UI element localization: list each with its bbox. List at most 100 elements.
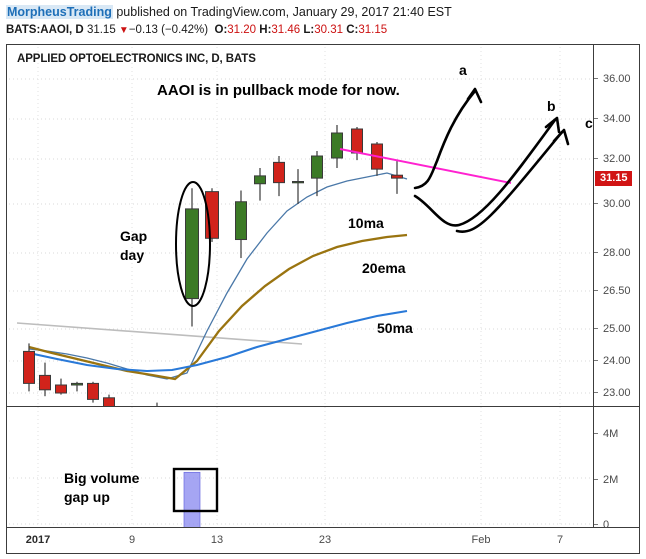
volume-pane[interactable]: Big volume gap up	[7, 407, 639, 527]
chart-frame[interactable]: APPLIED OPTOELECTRONICS INC, D, BATS AAO…	[6, 44, 640, 554]
candle-body	[391, 174, 403, 179]
annotation-ma20ema: 20ema	[362, 260, 406, 276]
candle	[71, 381, 83, 392]
volume-tick-label: 4M	[603, 428, 619, 440]
candle	[371, 142, 383, 176]
price-tick-label: 24.00	[603, 355, 631, 367]
arrowhead-a	[466, 87, 483, 104]
price-tick-label: 26.50	[603, 285, 631, 297]
arrow-a	[413, 89, 477, 190]
price-pane[interactable]: APPLIED OPTOELECTRONICS INC, D, BATS AAO…	[7, 45, 639, 406]
open-label: O:	[214, 24, 228, 36]
last-price: 31.15	[86, 24, 116, 36]
price-tick-label: 30.00	[603, 198, 631, 210]
candle-body	[185, 208, 199, 300]
time-tick-label: 2017	[25, 534, 51, 546]
low-label: L:	[303, 24, 315, 36]
ma-line-50ma	[28, 309, 408, 373]
gap-day-ellipse	[175, 181, 211, 307]
arrow-b	[413, 118, 557, 227]
price-tick-label: 23.00	[603, 387, 631, 399]
candle-body	[71, 382, 83, 386]
publisher-meta: published on TradingView.com, January 29…	[112, 5, 452, 19]
low-value: 30.31	[314, 24, 344, 36]
high-value: 31.46	[271, 24, 301, 36]
pane-divider	[7, 406, 639, 407]
price-tick-mark	[594, 360, 598, 361]
price-tick-mark	[594, 392, 598, 393]
open-value: 31.20	[227, 24, 257, 36]
time-tick-label: 13	[210, 534, 224, 546]
down-arrow-icon: ▼	[118, 25, 129, 36]
candle	[351, 127, 363, 161]
time-tick-label: 23	[318, 534, 332, 546]
candle	[55, 378, 67, 395]
price-tick-label: 34.00	[603, 113, 631, 125]
candle-body	[254, 175, 266, 185]
price-tick-mark	[594, 328, 598, 329]
quote-line: BATS:AAOI, D 31.15 ▼−0.13 (−0.42%) O:31.…	[6, 22, 646, 39]
price-change: −0.13 (−0.42%)	[128, 24, 209, 36]
close-value: 31.15	[358, 24, 388, 36]
candle	[235, 190, 247, 259]
candle-body	[235, 201, 247, 241]
candle	[331, 125, 343, 168]
candle	[87, 381, 99, 403]
candle-body	[103, 397, 115, 406]
publisher-line: MorpheusTrading published on TradingView…	[6, 4, 646, 20]
candle	[311, 151, 323, 197]
time-tick-label: Feb	[471, 534, 491, 546]
arrowhead-b	[544, 116, 561, 134]
candle-body	[292, 181, 304, 184]
candle	[103, 394, 115, 406]
annotation-ma50: 50ma	[377, 320, 413, 336]
price-tick-mark	[594, 118, 598, 119]
price-scale-divider	[593, 45, 594, 527]
chart-title: APPLIED OPTOELECTRONICS INC, D, BATS	[17, 53, 256, 65]
annotation-headline: AAOI is in pullback mode for now.	[157, 82, 400, 99]
price-tick-mark	[594, 158, 598, 159]
time-tick-label: 7	[556, 534, 564, 546]
price-tick-label: 32.00	[603, 153, 631, 165]
volume-plot	[9, 407, 593, 527]
candle-body	[87, 382, 99, 400]
publisher-name[interactable]: MorpheusTrading	[6, 5, 113, 19]
candle-body	[273, 161, 285, 184]
last-price-badge: 31.15	[595, 171, 632, 186]
arrow-c	[455, 130, 564, 233]
candle	[254, 168, 266, 201]
candle	[391, 160, 403, 194]
annotation-gap-day: Gap day	[120, 228, 148, 263]
high-label: H:	[259, 24, 272, 36]
candle-body	[55, 384, 67, 394]
candle-body	[23, 350, 35, 384]
arrowhead-c	[552, 128, 570, 146]
price-tick-mark	[594, 78, 598, 79]
trendline-magenta	[339, 148, 512, 184]
price-tick-mark	[594, 290, 598, 291]
close-label: C:	[346, 24, 359, 36]
ma-line-20ema	[28, 233, 408, 381]
price-plot	[9, 47, 593, 406]
candle-body	[311, 155, 323, 179]
price-tick-mark	[594, 203, 598, 204]
ma-line-10ma	[28, 172, 408, 380]
candle-body	[351, 128, 363, 154]
candle	[156, 402, 158, 406]
annotation-label-b: b	[547, 98, 556, 114]
annotation-label-c: c	[585, 115, 593, 131]
volume-tick-mark	[594, 479, 598, 480]
annotation-ma10: 10ma	[348, 215, 384, 231]
price-tick-label: 25.00	[603, 323, 631, 335]
trendline-gray	[16, 322, 303, 345]
candle	[273, 156, 285, 197]
symbol-label[interactable]: BATS:AAOI, D	[6, 24, 84, 36]
price-tick-label: 36.00	[603, 73, 631, 85]
volume-tick-mark	[594, 433, 598, 434]
price-tick-mark	[594, 252, 598, 253]
candle	[185, 188, 199, 327]
time-axis[interactable]: 2017 9 13 23 Feb 7	[7, 527, 639, 553]
volume-tick-mark	[594, 524, 598, 525]
candle-body	[39, 374, 51, 391]
